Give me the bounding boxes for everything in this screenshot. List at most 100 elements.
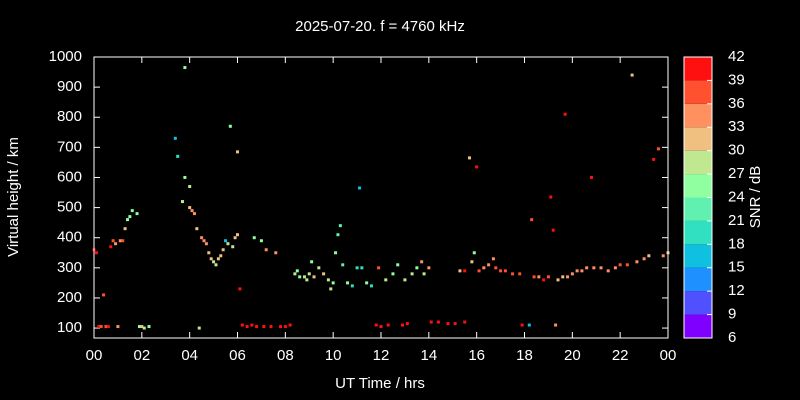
colorbar-tick-label: 21: [728, 212, 745, 229]
point: [427, 266, 431, 270]
colorbar-band: [684, 197, 712, 221]
point: [288, 323, 292, 327]
point: [554, 323, 558, 327]
point: [322, 272, 326, 276]
point: [317, 266, 321, 270]
colorbar-tick-label: 12: [728, 282, 745, 299]
point: [279, 325, 283, 329]
colorbar-tick-label: 42: [728, 48, 745, 65]
point: [530, 218, 534, 222]
point: [355, 266, 359, 270]
x-tick-label: 22: [612, 347, 629, 364]
point: [537, 275, 541, 279]
point: [365, 281, 369, 285]
point: [401, 323, 405, 327]
point: [104, 325, 108, 329]
point: [240, 323, 244, 327]
point: [592, 266, 596, 270]
point: [197, 326, 201, 330]
point: [295, 269, 299, 273]
point: [269, 325, 273, 329]
point: [195, 227, 199, 231]
x-tick-label: 04: [181, 347, 198, 364]
point: [396, 263, 400, 267]
colorbar-tick-label: 39: [728, 71, 745, 88]
point: [491, 257, 495, 261]
point: [176, 154, 180, 158]
point: [422, 272, 426, 276]
point: [391, 272, 395, 276]
point: [255, 325, 259, 329]
point: [377, 266, 381, 270]
y-tick-label: 400: [57, 229, 82, 246]
point: [326, 278, 330, 282]
colorbar-tick-label: 9: [728, 306, 736, 323]
x-tick-label: 10: [325, 347, 342, 364]
point: [518, 272, 522, 276]
x-tick-label: 06: [229, 347, 246, 364]
point: [180, 200, 184, 204]
point: [310, 260, 314, 264]
point: [264, 248, 268, 252]
colorbar-band: [684, 291, 712, 315]
point: [329, 287, 333, 291]
colorbar-band: [684, 57, 712, 81]
point: [114, 242, 118, 246]
point: [121, 239, 125, 243]
point: [130, 209, 134, 213]
x-tick-label: 20: [564, 347, 581, 364]
colorbar-label: SNR / dB: [747, 166, 764, 229]
point: [192, 212, 196, 216]
y-tick-label: 800: [57, 108, 82, 125]
point: [463, 320, 467, 324]
point: [346, 281, 350, 285]
colorbar-tick-label: 33: [728, 118, 745, 135]
point: [570, 272, 574, 276]
point: [369, 284, 373, 288]
x-tick-label: 02: [133, 347, 150, 364]
colorbar-tick-label: 27: [728, 165, 745, 182]
point: [599, 266, 603, 270]
point: [652, 157, 656, 161]
colorbar-tick-label: 30: [728, 142, 745, 159]
point: [511, 272, 515, 276]
point: [472, 251, 476, 255]
point: [405, 322, 409, 326]
point: [357, 186, 361, 190]
y-tick-label: 300: [57, 259, 82, 276]
point: [209, 257, 213, 261]
point: [334, 251, 338, 255]
point: [238, 287, 242, 291]
point: [123, 227, 127, 231]
y-tick-label: 900: [57, 78, 82, 95]
x-tick-label: 14: [420, 347, 437, 364]
point: [312, 275, 316, 279]
point: [302, 275, 306, 279]
point: [625, 263, 629, 267]
x-tick-label: 18: [516, 347, 533, 364]
x-tick-label: 16: [468, 347, 485, 364]
point: [116, 325, 120, 329]
y-tick-label: 1000: [49, 48, 82, 65]
point: [446, 322, 450, 326]
point: [228, 124, 232, 128]
point: [360, 266, 364, 270]
point: [374, 323, 378, 327]
point: [231, 245, 235, 249]
point: [214, 263, 218, 267]
point: [204, 242, 208, 246]
point: [128, 215, 132, 219]
point: [453, 322, 457, 326]
colorbar-tick-label: 36: [728, 95, 745, 112]
point: [102, 293, 106, 297]
point: [420, 260, 424, 264]
point: [563, 112, 567, 116]
point: [147, 325, 151, 329]
point: [200, 236, 204, 240]
point: [549, 195, 553, 199]
point: [642, 257, 646, 261]
point: [118, 239, 122, 243]
colorbar-tick-label: 18: [728, 235, 745, 252]
point: [487, 263, 491, 267]
